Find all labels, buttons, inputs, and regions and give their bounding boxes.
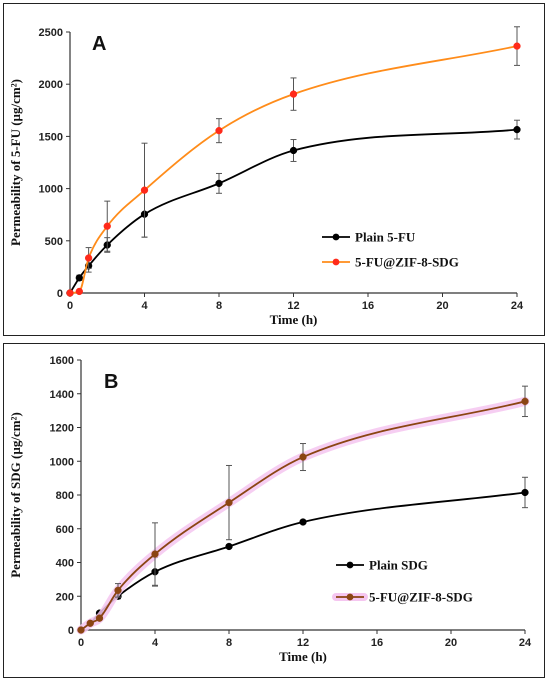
chart-a-legend-label: Plain 5-FU [355, 230, 416, 245]
chart-a-series-2-point [66, 289, 74, 297]
chart-b-legend-marker [346, 593, 354, 601]
chart-a-legend-item-2: 5-FU@ZIF-8-SDG [322, 255, 459, 270]
chart-a-y-tick-label: 1500 [39, 131, 63, 143]
chart-b-legend-label: Plain SDG [369, 558, 428, 573]
chart-a-y-tick-label: 1000 [39, 184, 63, 196]
chart-b-panel-label: B [104, 371, 118, 393]
chart-b-legend-label: 5-FU@ZIF-8-SDG [369, 590, 473, 605]
chart-b-series-1-point [225, 542, 233, 551]
chart-b-series-2-point [95, 614, 104, 622]
chart-a-y-tick-label: 2000 [39, 79, 63, 91]
chart-b-x-tick-label: 16 [371, 637, 383, 649]
chart-b-x-axis-title: Time (h) [279, 649, 327, 664]
chart-b-x-tick-label: 12 [297, 637, 309, 649]
chart-a-legend-label: 5-FU@ZIF-8-SDG [355, 255, 459, 270]
chart-a-svg: 0 500 1000 1500 2000 2500 0 4 8 12 16 20 24 Time (h) P… [8, 26, 524, 327]
chart-a-series-2-point [140, 186, 149, 194]
chart-a-series-2-point [75, 287, 83, 296]
chart-panel-b: 0 200 400 600 800 1000 1200 1400 1600 0 4 8 12 16 20 24… [3, 343, 545, 678]
chart-b-x-tick-label: 20 [445, 637, 457, 649]
chart-a-series-2-point [513, 42, 521, 50]
chart-b-y-tick-label: 1200 [50, 423, 74, 435]
chart-b-y-tick-label: 1400 [50, 389, 74, 401]
chart-b-series-2-point [77, 626, 85, 634]
chart-a-x-tick-label: 12 [287, 300, 299, 312]
chart-a-legend-item-1: Plain 5-FU [322, 230, 416, 245]
chart-a-x-axis-title: Time (h) [270, 312, 318, 327]
chart-a-x-tick-label: 16 [362, 300, 374, 312]
chart-b-x-tick-label: 24 [519, 637, 532, 649]
chart-a-series-1-point [513, 125, 521, 134]
chart-a-series-2-point [215, 127, 223, 135]
chart-b-y-tick-label: 1600 [50, 355, 74, 367]
chart-b-series-2-point [225, 498, 233, 507]
chart-b-x-tick-label: 8 [226, 637, 232, 649]
chart-a-y-tick-label: 2500 [39, 27, 63, 39]
chart-a-y-tick-label: 500 [45, 236, 63, 248]
chart-b-series-1-point [521, 488, 529, 497]
chart-a-y-tick-label: 0 [57, 288, 63, 300]
chart-b-y-tick-label: 1000 [50, 456, 74, 468]
chart-b-y-axis-title: Permeability of SDG (µg/cm²) [8, 412, 23, 578]
chart-b-series-2-point [114, 586, 122, 594]
chart-a-series-2-point [84, 254, 93, 262]
chart-b-series-2-point [299, 453, 307, 461]
chart-b-y-tick-label: 0 [68, 625, 74, 637]
chart-a-x-tick-label: 0 [67, 300, 73, 312]
chart-b-x-tick-label: 4 [152, 637, 159, 649]
chart-b-legend-marker [346, 561, 354, 569]
chart-a-y-axis-title: Permeability of 5-FU (µg/cm²) [8, 79, 23, 246]
chart-b-series-1-point [299, 518, 307, 526]
chart-b-series-2-point [151, 550, 159, 558]
chart-b-x-tick-label: 0 [78, 637, 84, 649]
chart-b-svg: 0 200 400 600 800 1000 1200 1400 1600 0 4 8 12 16 20 24… [8, 355, 532, 664]
chart-a-x-tick-label: 20 [436, 300, 448, 312]
chart-a-legend-marker [332, 258, 340, 266]
chart-a-x-tick-label: 8 [216, 300, 222, 312]
chart-b-y-tick-label: 600 [56, 524, 74, 536]
chart-a-series-2-point [289, 90, 298, 98]
chart-b-series-2-point [86, 619, 94, 627]
chart-b-legend-item-1: Plain SDG [336, 558, 428, 573]
chart-b-y-tick-label: 200 [56, 591, 74, 603]
chart-a-x-tick-label: 4 [141, 300, 148, 312]
chart-b-series-2-point [521, 397, 529, 405]
chart-a-legend-marker [332, 233, 340, 241]
chart-b-legend-item-2: 5-FU@ZIF-8-SDG [332, 590, 473, 605]
chart-a-x-tick-label: 24 [511, 300, 524, 312]
chart-a-series-1-point [289, 146, 298, 155]
chart-a-series-1-point [215, 179, 223, 188]
chart-a-series-1-point [75, 274, 83, 282]
chart-panel-a: 0 500 1000 1500 2000 2500 0 4 8 12 16 20 24 Time (h) P… [3, 3, 545, 336]
chart-b-y-tick-label: 400 [56, 558, 74, 570]
chart-b-y-tick-label: 800 [56, 490, 74, 502]
chart-a-panel-label: A [92, 33, 106, 55]
chart-a-series-2-point [103, 222, 111, 230]
